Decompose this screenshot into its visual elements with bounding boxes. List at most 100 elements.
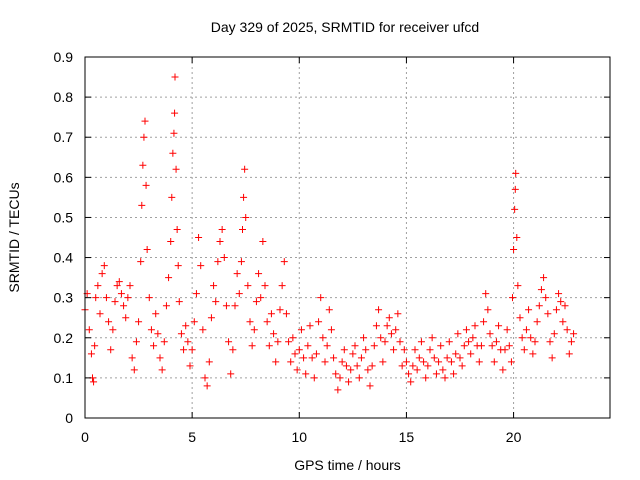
- data-point: [349, 350, 357, 358]
- data-point: [263, 318, 271, 326]
- data-point: [152, 310, 160, 318]
- data-point: [140, 133, 148, 141]
- data-point: [364, 366, 372, 374]
- data-point: [458, 362, 466, 370]
- data-point: [510, 246, 518, 254]
- data-point: [465, 338, 473, 346]
- data-point: [396, 338, 404, 346]
- data-point: [426, 346, 434, 354]
- data-point: [122, 314, 130, 322]
- grid-layer: [85, 57, 610, 418]
- x-tick-label: 10: [291, 429, 307, 445]
- data-point: [435, 358, 443, 366]
- data-point: [336, 374, 344, 382]
- data-point: [527, 334, 535, 342]
- data-point: [559, 318, 567, 326]
- data-point: [353, 362, 361, 370]
- data-point: [195, 234, 203, 241]
- data-point: [186, 362, 194, 370]
- data-point: [546, 338, 554, 346]
- data-point: [345, 378, 353, 386]
- data-point: [362, 346, 370, 354]
- data-point: [332, 370, 340, 378]
- data-point: [259, 238, 267, 246]
- data-point: [272, 358, 280, 366]
- data-point: [156, 354, 164, 362]
- data-point: [557, 298, 565, 306]
- data-point: [321, 358, 329, 366]
- data-point: [460, 342, 468, 350]
- data-point: [274, 338, 282, 346]
- data-point: [168, 193, 176, 201]
- data-point: [227, 370, 235, 378]
- data-point: [207, 314, 215, 322]
- data-point: [469, 334, 477, 342]
- data-point: [552, 306, 560, 314]
- data-point: [175, 298, 183, 306]
- data-point: [499, 366, 507, 374]
- data-point: [246, 318, 254, 326]
- data-point: [385, 314, 393, 322]
- data-point: [98, 270, 106, 278]
- data-point: [132, 338, 140, 346]
- y-tick-label: 0: [65, 410, 73, 426]
- data-point: [160, 338, 168, 346]
- y-tick-label: 0.7: [54, 129, 74, 145]
- data-point: [87, 350, 95, 358]
- data-point: [480, 318, 488, 326]
- data-point: [100, 262, 108, 270]
- data-point: [107, 346, 115, 354]
- data-point: [306, 322, 314, 330]
- data-point: [310, 374, 318, 382]
- data-point: [520, 346, 528, 354]
- data-point: [261, 282, 269, 290]
- data-point: [484, 306, 492, 314]
- data-point: [375, 306, 383, 314]
- data-point: [171, 73, 179, 81]
- data-point: [218, 225, 226, 233]
- data-point: [516, 314, 524, 322]
- data-point: [90, 378, 98, 386]
- x-axis-label: GPS time / hours: [294, 457, 401, 473]
- y-tick-label: 0.9: [54, 49, 74, 65]
- data-point: [143, 246, 151, 254]
- data-point: [411, 346, 419, 354]
- data-point: [265, 342, 273, 350]
- data-point: [518, 334, 526, 342]
- data-point: [501, 346, 509, 354]
- data-point: [128, 354, 136, 362]
- data-point: [514, 282, 522, 290]
- data-point: [355, 374, 363, 382]
- data-point: [447, 358, 455, 366]
- data-point: [201, 374, 209, 382]
- data-point: [282, 310, 290, 318]
- data-point: [563, 326, 571, 334]
- chart-title: Day 329 of 2025, SRMTID for receiver ufc…: [211, 19, 479, 35]
- data-point: [323, 342, 331, 350]
- data-point: [535, 302, 543, 310]
- data-point: [312, 350, 320, 358]
- data-point: [248, 342, 256, 350]
- data-point: [180, 346, 188, 354]
- data-point: [117, 290, 125, 298]
- data-point: [330, 354, 338, 362]
- data-point: [567, 338, 575, 346]
- data-point: [561, 302, 569, 310]
- data-point: [96, 310, 104, 318]
- data-point: [430, 354, 438, 362]
- data-point: [315, 318, 323, 326]
- data-point: [377, 334, 385, 342]
- data-point: [454, 330, 462, 338]
- data-point: [257, 294, 265, 302]
- data-point: [220, 254, 228, 262]
- data-point: [113, 282, 121, 290]
- y-tick-label: 0.4: [54, 250, 74, 266]
- data-point: [360, 334, 368, 342]
- data-point: [135, 318, 143, 326]
- data-point: [450, 370, 458, 378]
- data-point: [570, 330, 578, 338]
- data-point: [462, 326, 470, 334]
- data-point: [147, 326, 155, 334]
- data-point: [276, 306, 284, 314]
- data-point: [295, 346, 303, 354]
